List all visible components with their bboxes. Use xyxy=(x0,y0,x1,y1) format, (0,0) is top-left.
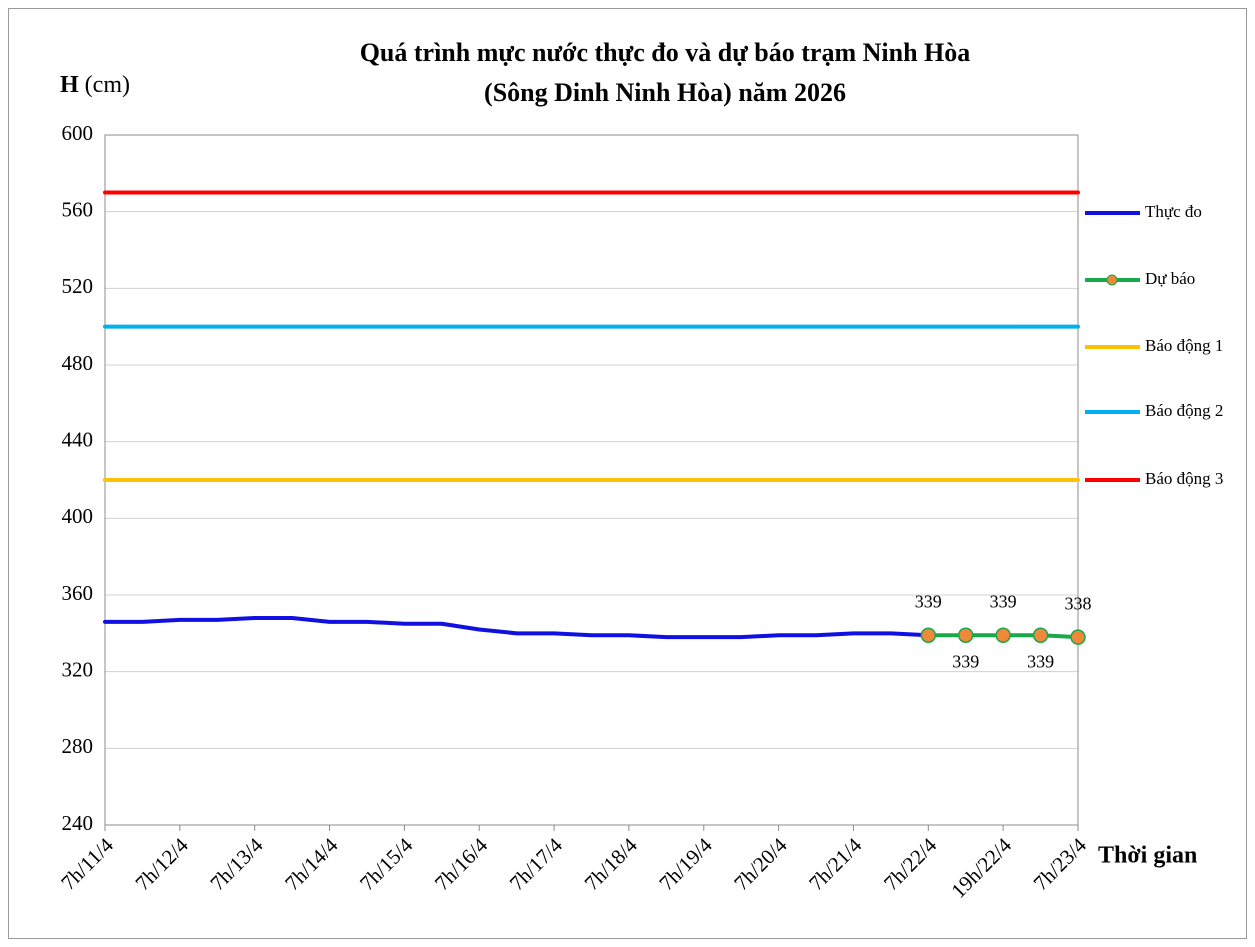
chart-title: (Sông Dinh Ninh Hòa) năm 2026 xyxy=(484,78,846,107)
data-label: 339 xyxy=(990,591,1017,611)
legend-label: Dự báo xyxy=(1145,269,1195,288)
legend-label: Báo động 1 xyxy=(1145,336,1223,355)
data-label: 338 xyxy=(1065,593,1092,613)
y-tick-label: 480 xyxy=(62,351,94,375)
marker xyxy=(995,627,1011,643)
y-tick-label: 240 xyxy=(62,811,94,835)
y-axis-label: H (cm) xyxy=(60,72,130,98)
legend-marker xyxy=(1106,274,1118,286)
legend-label: Thực đo xyxy=(1145,202,1202,221)
legend-label: Báo động 3 xyxy=(1145,469,1223,488)
marker xyxy=(920,627,937,643)
y-tick-label: 600 xyxy=(62,121,94,145)
y-tick-label: 560 xyxy=(62,197,94,221)
y-tick-label: 360 xyxy=(62,581,94,605)
y-axis-unit: (cm) xyxy=(85,72,130,98)
x-axis-label: Thời gian xyxy=(1098,843,1197,869)
series-line xyxy=(103,616,931,640)
data-label: 339 xyxy=(1027,651,1054,671)
y-axis-symbol: H xyxy=(60,72,79,98)
marker xyxy=(1032,627,1049,643)
marker xyxy=(957,627,974,643)
chart-title: Quá trình mực nước thực đo và dự báo trạ… xyxy=(360,38,971,67)
y-tick-label: 440 xyxy=(62,427,94,451)
y-tick-label: 400 xyxy=(62,504,94,528)
legend-label: Báo động 2 xyxy=(1145,401,1223,420)
marker xyxy=(1070,629,1086,645)
data-label: 339 xyxy=(952,651,979,671)
y-tick-label: 520 xyxy=(62,274,94,298)
y-tick-label: 320 xyxy=(62,657,94,681)
chart-border xyxy=(8,8,1247,939)
data-label: 339 xyxy=(915,591,942,611)
y-tick-label: 280 xyxy=(62,734,94,758)
